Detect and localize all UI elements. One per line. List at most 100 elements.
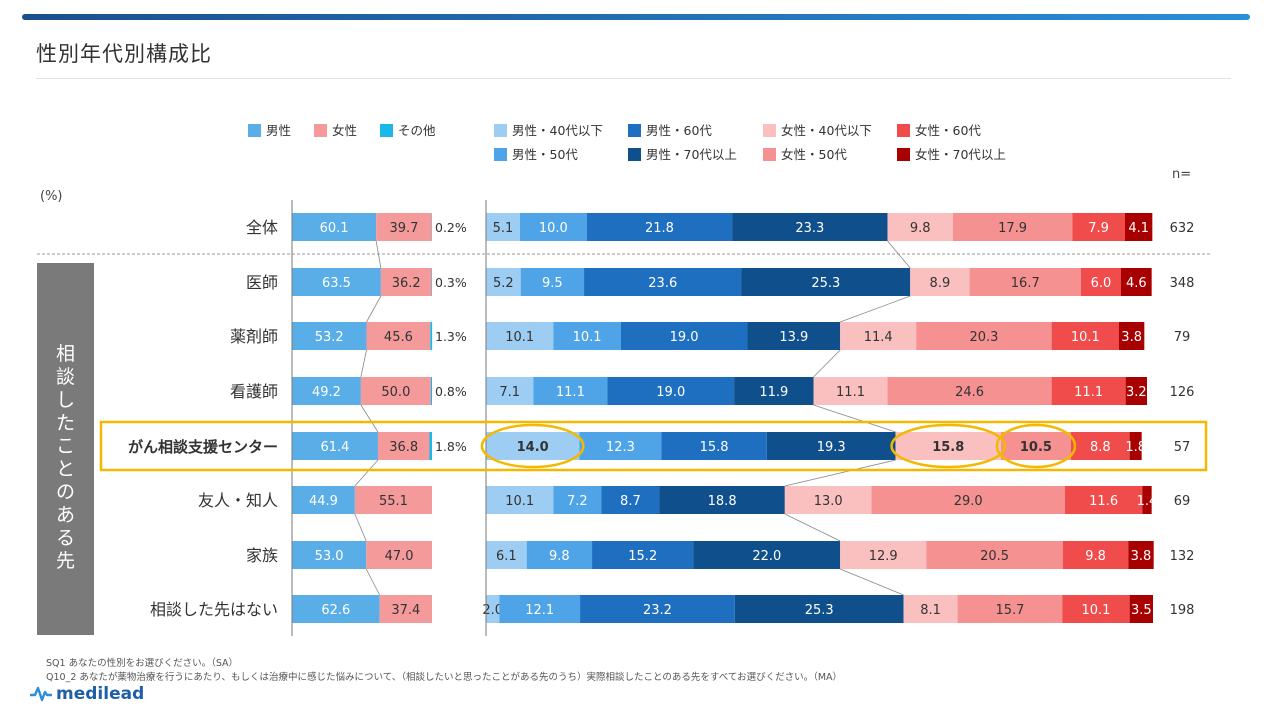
bar-gender-女性 — [377, 432, 430, 460]
bar-gender-女性 — [379, 595, 432, 623]
row-label: 全体 — [246, 218, 278, 237]
bar-label: 7.9 — [1088, 221, 1109, 236]
legend-swatch-男性・60代 — [628, 124, 641, 137]
bar-age-男性・40代以下 — [486, 486, 554, 514]
bar-label: 20.5 — [980, 549, 1009, 564]
bar-label: 11.9 — [759, 385, 788, 400]
bar-gender-男性 — [292, 595, 380, 623]
gender-bars: 60.1 39.7 0.2% 63.5 36.2 0.3% 53.2 45.6 1.3% 49.2… — [292, 213, 467, 623]
bar-age-男性・60代 — [601, 486, 660, 514]
bar-label: 3.5 — [1131, 603, 1152, 618]
bar-age-男性・70代以上 — [734, 595, 904, 623]
bar-age-男性・40代以下 — [486, 268, 521, 296]
bar-label: 10.1 — [505, 494, 534, 509]
bar-age-女性・50代 — [957, 595, 1063, 623]
bar-age-男性・60代 — [661, 432, 767, 460]
bar-gender-その他 — [430, 322, 433, 350]
bar-age-女性・40代以下 — [840, 541, 927, 569]
bar-label: 3.2 — [1126, 385, 1147, 400]
n-value: 632 — [1170, 221, 1195, 236]
bar-label: 11.1 — [556, 385, 585, 400]
bar-age-男性・70代以上 — [741, 268, 911, 296]
bar-label: 55.1 — [379, 494, 408, 509]
bar-label: 11.6 — [1089, 494, 1118, 509]
bar-label: 12.3 — [606, 440, 635, 455]
group-label-char: 談 — [56, 366, 75, 388]
bar-label: 19.0 — [670, 330, 699, 345]
bar-label: 14.0 — [517, 440, 549, 455]
highlight-marks — [99, 420, 1208, 472]
bar-age-女性・60代 — [1062, 595, 1130, 623]
bar-label: 11.1 — [1074, 385, 1103, 400]
bar-age-女性・70代以上 — [1125, 377, 1147, 405]
legend-label-男性・50代: 男性・50代 — [512, 147, 578, 162]
bar-gender-女性 — [376, 213, 432, 241]
top-accent-bar — [22, 14, 1250, 20]
bar-label: 7.1 — [499, 385, 520, 400]
connector-gender — [366, 295, 382, 323]
bar-age-女性・40代以下 — [887, 213, 953, 241]
bar-label: 9.8 — [1085, 549, 1106, 564]
n-value: 126 — [1170, 385, 1195, 400]
legend-label-女性・50代: 女性・50代 — [781, 147, 847, 162]
bar-age-男性・50代 — [520, 268, 585, 296]
bar-age-女性・50代 — [887, 377, 1052, 405]
bar-label: 21.8 — [645, 221, 674, 236]
bar-gender-男性 — [292, 322, 367, 350]
bar-age-男性・70代以上 — [693, 541, 841, 569]
bar-label: 23.2 — [643, 603, 672, 618]
bar-age-男性・70代以上 — [766, 432, 896, 460]
bar-label: 7.2 — [567, 494, 588, 509]
bar-label: 11.1 — [836, 385, 865, 400]
legend-label-男性・40代以下: 男性・40代以下 — [512, 123, 603, 138]
n-value: 132 — [1170, 549, 1195, 564]
bar-gender-その他 — [430, 377, 432, 405]
n-value: 69 — [1174, 494, 1191, 509]
footnote-q10: Q10_2 あなたが薬物治療を行うにあたり、もしくは治療中に感じた悩みについて、… — [46, 672, 843, 683]
legend-swatch-女性・70代以上 — [897, 148, 910, 161]
bar-label: 53.2 — [315, 330, 344, 345]
bar-age-男性・60代 — [607, 377, 735, 405]
bar-age-女性・60代 — [1062, 541, 1129, 569]
bar-label: 15.7 — [995, 603, 1024, 618]
bar-age-男性・40代以下 — [486, 541, 527, 569]
bar-label: 2.0 — [482, 603, 503, 618]
bar-label: 10.0 — [539, 221, 568, 236]
other-share-label: 1.8% — [435, 439, 467, 454]
other-share-label: 0.2% — [435, 220, 467, 235]
group-label-char: と — [56, 458, 75, 480]
connector-age — [784, 459, 896, 487]
bar-label: 3.8 — [1121, 330, 1142, 345]
bar-label: 13.9 — [779, 330, 808, 345]
bar-gender-女性 — [360, 377, 431, 405]
bar-label: 39.7 — [389, 221, 418, 236]
legend-label-男性・70代以上: 男性・70代以上 — [646, 147, 737, 162]
bar-label: 10.1 — [1071, 330, 1100, 345]
bar-age-男性・40代以下 — [486, 213, 521, 241]
row-label: 医師 — [246, 273, 278, 292]
legend-swatch-男性・40代以下 — [494, 124, 507, 137]
title-divider — [36, 78, 1231, 79]
chart-axes — [291, 200, 487, 636]
bar-gender-男性 — [292, 213, 377, 241]
bar-label: 16.7 — [1011, 276, 1040, 291]
bar-label: 23.3 — [795, 221, 824, 236]
bar-gender-女性 — [366, 541, 432, 569]
bar-age-男性・70代以上 — [732, 213, 888, 241]
legend-label-女性: 女性 — [332, 123, 357, 138]
bar-label: 37.4 — [391, 603, 420, 618]
n-value: 57 — [1174, 440, 1191, 455]
bar-age-女性・50代 — [1000, 432, 1071, 460]
bar-label: 9.8 — [549, 549, 570, 564]
connector-gender — [375, 240, 382, 269]
bar-label: 10.5 — [1020, 440, 1052, 455]
bar-label: 63.5 — [322, 276, 351, 291]
bar-age-女性・60代 — [1064, 486, 1143, 514]
legend-label-その他: その他 — [398, 123, 436, 138]
bar-label: 8.8 — [1090, 440, 1111, 455]
n-value: 79 — [1174, 330, 1191, 345]
bar-age-男性・40代以下 — [486, 322, 554, 350]
group-label-char: 相 — [56, 343, 75, 365]
